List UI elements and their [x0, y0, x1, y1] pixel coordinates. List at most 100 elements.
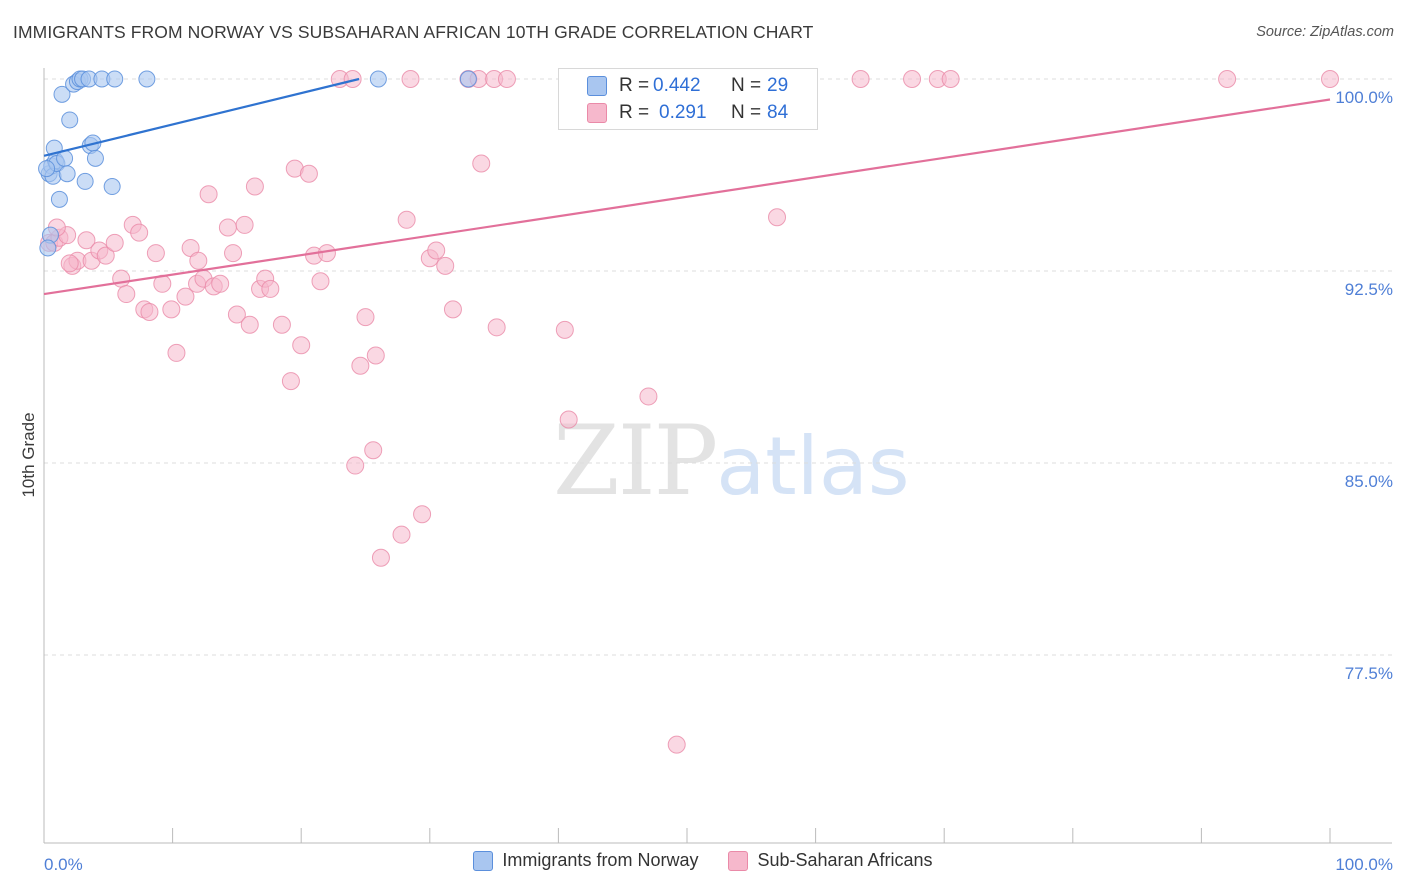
point-subsaharan: [413, 505, 432, 524]
stats-swatch-subsaharan: [587, 103, 607, 123]
point-norway: [53, 85, 71, 103]
point-subsaharan: [60, 254, 79, 273]
point-subsaharan: [130, 223, 149, 242]
legend-label-norway: Immigrants from Norway: [502, 850, 699, 870]
stats-n-value: 84: [767, 102, 789, 123]
point-subsaharan: [366, 346, 385, 365]
point-norway: [58, 165, 76, 183]
point-subsaharan: [199, 185, 218, 204]
watermark-zip: ZIP: [553, 405, 718, 517]
point-subsaharan: [227, 305, 246, 324]
stats-r-value: 0.291: [659, 102, 707, 123]
point-subsaharan: [371, 548, 390, 567]
point-subsaharan: [903, 70, 922, 88]
point-norway: [369, 70, 387, 88]
stats-swatch-norway: [587, 76, 607, 96]
point-subsaharan: [105, 233, 124, 252]
point-subsaharan: [397, 210, 416, 229]
point-subsaharan: [443, 300, 462, 319]
point-norway: [38, 160, 56, 178]
chart-title: IMMIGRANTS FROM NORWAY VS SUBSAHARAN AFR…: [13, 22, 814, 42]
point-subsaharan: [261, 279, 280, 298]
point-subsaharan: [299, 164, 318, 183]
point-subsaharan: [240, 315, 259, 334]
point-subsaharan: [343, 70, 362, 88]
point-subsaharan: [224, 244, 243, 263]
tick-labels: 100.0% 92.5% 85.0% 77.5% 0.0% 100.0%: [44, 88, 1393, 874]
point-norway: [103, 178, 121, 196]
series-sub-saharan-points: [40, 70, 1339, 754]
point-norway: [50, 190, 68, 208]
point-subsaharan: [667, 735, 686, 754]
point-subsaharan: [117, 285, 136, 304]
trendline-norway: [43, 77, 360, 157]
y-tick-label-2: 85.0%: [1345, 472, 1393, 491]
point-subsaharan: [218, 218, 237, 237]
series-norway-points: [38, 70, 477, 257]
stats-r-value: 0.442: [653, 75, 701, 96]
point-norway: [106, 70, 124, 88]
point-subsaharan: [351, 356, 370, 375]
point-subsaharan: [436, 256, 455, 275]
point-subsaharan: [851, 70, 870, 88]
point-subsaharan: [346, 456, 365, 475]
point-norway: [39, 239, 57, 257]
y-tick-label-3: 77.5%: [1345, 664, 1393, 683]
legend-label-subsaharan: Sub-Saharan Africans: [757, 850, 933, 870]
stats-n-label: N =: [731, 102, 762, 123]
point-norway: [459, 70, 477, 88]
point-subsaharan: [768, 208, 787, 227]
point-subsaharan: [211, 274, 230, 293]
point-subsaharan: [559, 410, 578, 429]
legend-item-norway[interactable]: Immigrants from Norway: [473, 850, 698, 871]
point-norway: [86, 149, 104, 167]
point-norway: [61, 111, 79, 129]
point-subsaharan: [401, 70, 420, 88]
trend-lines: [43, 77, 1331, 296]
y-tick-label-1: 92.5%: [1345, 280, 1393, 299]
point-norway: [138, 70, 156, 88]
grid-lines: [44, 78, 1392, 656]
legend-swatch-subsaharan: [728, 850, 749, 871]
point-subsaharan: [472, 154, 491, 173]
point-subsaharan: [364, 441, 383, 460]
point-subsaharan: [146, 244, 165, 263]
point-subsaharan: [639, 387, 658, 406]
stats-r-label: R =: [619, 75, 650, 96]
point-subsaharan: [497, 70, 516, 88]
point-subsaharan: [162, 300, 181, 319]
point-subsaharan: [392, 525, 411, 544]
point-subsaharan: [167, 343, 186, 362]
point-subsaharan: [176, 287, 195, 306]
y-axis-label: 10th Grade: [19, 412, 38, 497]
point-subsaharan: [112, 269, 131, 288]
point-subsaharan: [281, 372, 300, 391]
point-subsaharan: [96, 246, 115, 265]
source-credit: Source: ZipAtlas.com: [1256, 24, 1394, 40]
point-subsaharan: [1321, 70, 1339, 88]
point-subsaharan: [311, 272, 330, 291]
axes: [43, 68, 1392, 844]
point-subsaharan: [189, 251, 208, 270]
point-subsaharan: [555, 320, 574, 339]
point-subsaharan: [356, 308, 375, 327]
point-subsaharan: [941, 70, 960, 88]
x-tick-label-1: 100.0%: [1335, 855, 1393, 874]
point-subsaharan: [487, 318, 506, 337]
stats-r-label: R =: [619, 102, 650, 123]
point-subsaharan: [245, 177, 264, 196]
point-subsaharan: [292, 336, 311, 355]
legend-item-subsaharan[interactable]: Sub-Saharan Africans: [728, 850, 933, 871]
point-norway: [76, 172, 94, 190]
watermark-atlas: atlas: [716, 420, 910, 513]
trendline-subsaharan: [43, 98, 1331, 296]
stats-n-label: N =: [731, 75, 762, 96]
y-tick-label-0: 100.0%: [1335, 88, 1393, 107]
point-subsaharan: [427, 241, 446, 260]
point-subsaharan: [272, 315, 291, 334]
point-subsaharan: [1218, 70, 1237, 88]
x-tick-label-0: 0.0%: [44, 855, 83, 874]
point-subsaharan: [77, 231, 96, 250]
point-subsaharan: [235, 215, 254, 234]
